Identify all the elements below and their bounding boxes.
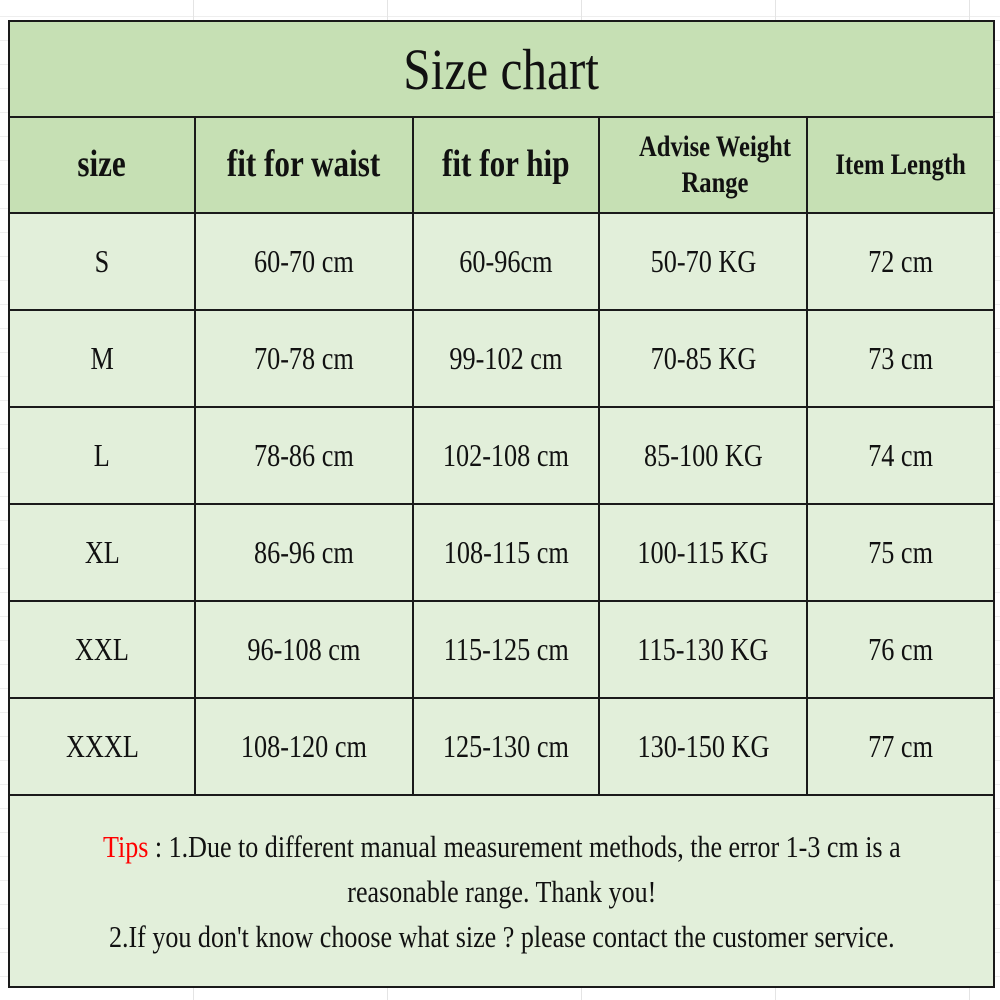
tips-line-2: reasonable range. Thank you! <box>347 873 656 909</box>
cell-waist: 60-70 cm <box>194 212 414 311</box>
cell-weight: 115-130 KG <box>598 600 808 699</box>
cell-hip: 125-130 cm <box>412 697 600 796</box>
cell-size: S <box>8 212 196 311</box>
header-hip: fit for hip <box>412 116 600 214</box>
cell-length: 76 cm <box>805 600 996 699</box>
cell-hip: 102-108 cm <box>412 406 600 505</box>
cell-weight: 70-85 KG <box>598 309 808 408</box>
cell-size: XL <box>8 503 196 602</box>
cell-waist: 70-78 cm <box>194 309 414 408</box>
header-weight: Advise Weight Range <box>598 116 808 214</box>
cell-waist: 108-120 cm <box>194 697 414 796</box>
table-row: L 78-86 cm 102-108 cm 85-100 KG 74 cm <box>8 406 996 505</box>
cell-length: 73 cm <box>805 309 996 408</box>
cell-hip: 115-125 cm <box>412 600 600 699</box>
cell-length: 74 cm <box>805 406 996 505</box>
tips-section: Tips : 1.Due to different manual measure… <box>7 794 996 988</box>
cell-size: M <box>8 309 196 408</box>
header-waist: fit for waist <box>194 116 414 214</box>
cell-length: 72 cm <box>805 212 996 311</box>
size-chart-table: Size chart size fit for waist fit for hi… <box>7 20 996 988</box>
cell-hip: 60-96cm <box>412 212 600 311</box>
header-size: size <box>8 116 196 214</box>
cell-length: 77 cm <box>805 697 996 796</box>
header-length: Item Length <box>805 116 996 214</box>
table-row: S 60-70 cm 60-96cm 50-70 KG 72 cm <box>8 212 996 311</box>
tips-line-1: : 1.Due to different manual measurement … <box>148 828 901 864</box>
cell-size: L <box>8 406 196 505</box>
cell-size: XXL <box>8 600 196 699</box>
cell-size: XXXL <box>8 697 196 796</box>
cell-hip: 108-115 cm <box>412 503 600 602</box>
cell-length: 75 cm <box>805 503 996 602</box>
cell-hip: 99-102 cm <box>412 309 600 408</box>
cell-weight: 50-70 KG <box>598 212 808 311</box>
cell-weight: 85-100 KG <box>598 406 808 505</box>
cell-waist: 86-96 cm <box>194 503 414 602</box>
table-row: M 70-78 cm 99-102 cm 70-85 KG 73 cm <box>8 309 996 408</box>
table-row: XXL 96-108 cm 115-125 cm 115-130 KG 76 cm <box>8 600 996 699</box>
header-row: size fit for waist fit for hip Advise We… <box>8 116 996 214</box>
tips-line-3: 2.If you don't know choose what size ? p… <box>108 918 895 954</box>
table-row: XL 86-96 cm 108-115 cm 100-115 KG 75 cm <box>8 503 996 602</box>
table-row: XXXL 108-120 cm 125-130 cm 130-150 KG 77 cm <box>8 697 996 796</box>
cell-waist: 78-86 cm <box>194 406 414 505</box>
tips-label: Tips <box>102 828 149 864</box>
table-title: Size chart <box>7 20 996 118</box>
cell-waist: 96-108 cm <box>194 600 414 699</box>
cell-weight: 130-150 KG <box>598 697 808 796</box>
cell-weight: 100-115 KG <box>598 503 808 602</box>
